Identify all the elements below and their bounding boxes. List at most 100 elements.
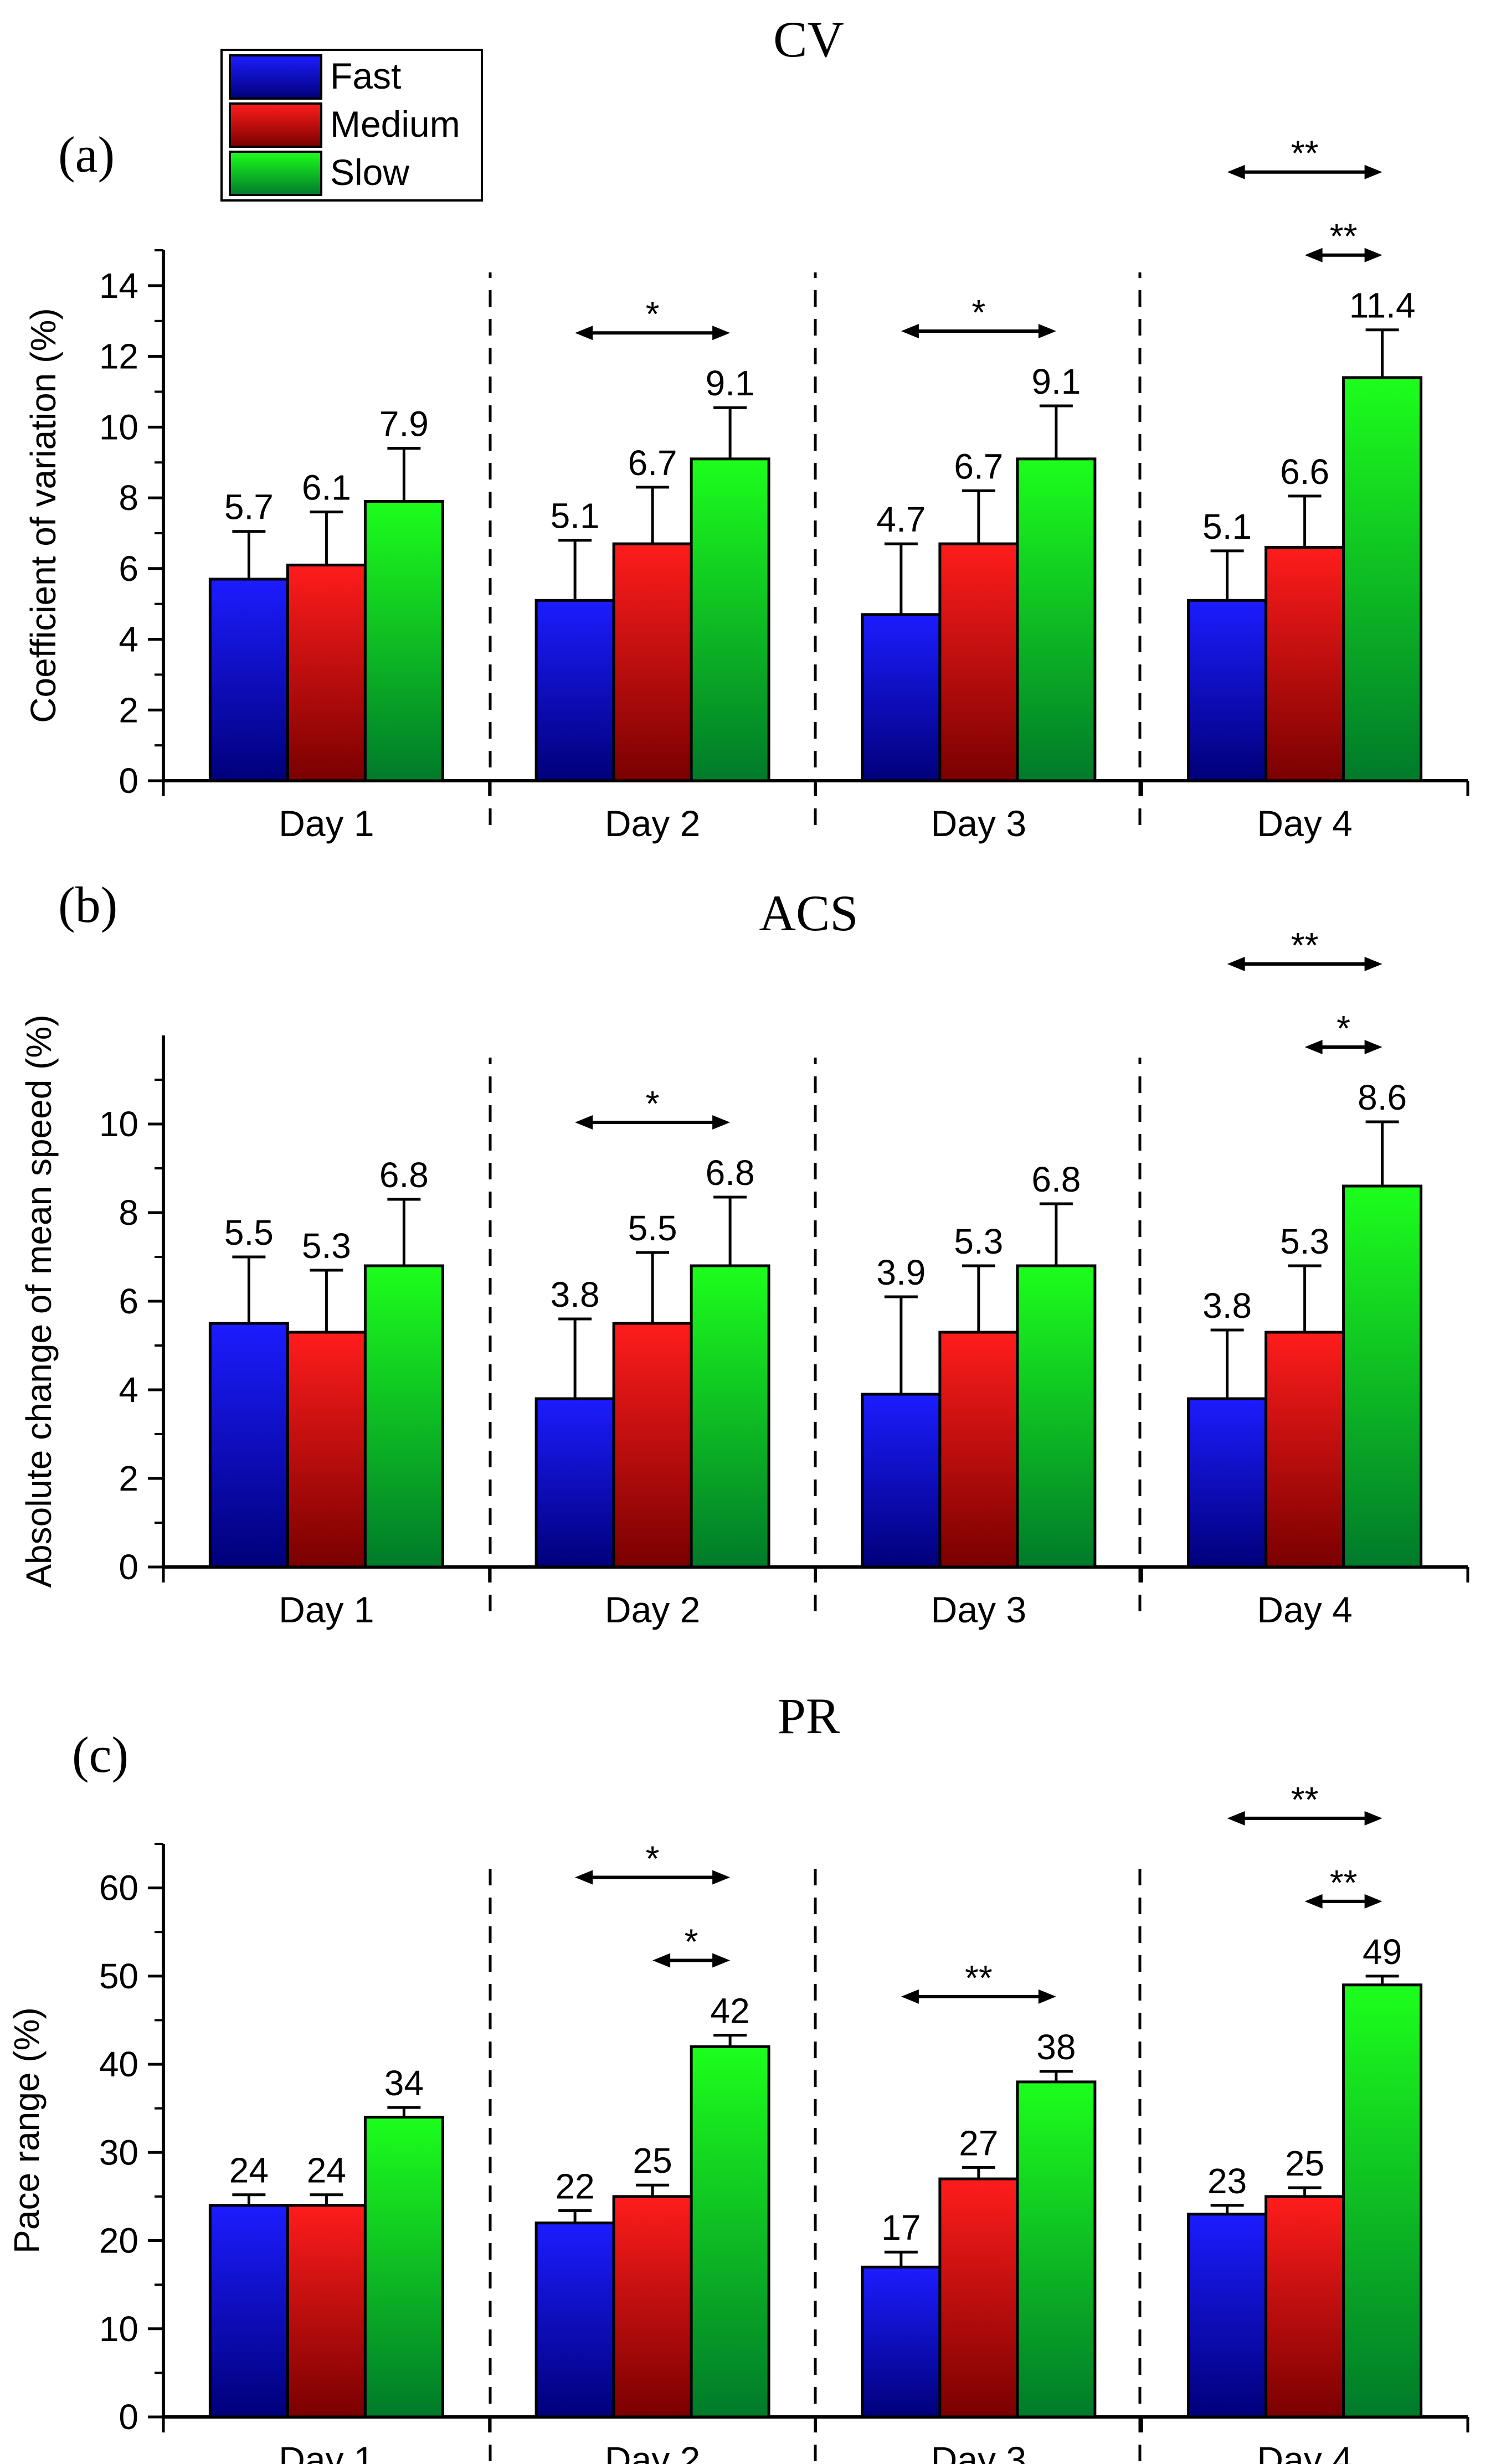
- bar-fast: [1187, 1397, 1268, 1569]
- significance-marker: **: [901, 1958, 1056, 2004]
- bar-slow: [363, 1264, 444, 1569]
- data-label: 27: [959, 2123, 998, 2163]
- legend-entry-medium: Medium: [229, 102, 460, 148]
- data-label: 3.8: [551, 1275, 600, 1315]
- data-label: 38: [1036, 2027, 1076, 2067]
- significance-label: *: [971, 292, 985, 332]
- chart-title: PR: [778, 1688, 840, 1744]
- x-tick-label: Day 2: [605, 2439, 700, 2464]
- arrowhead-left: [1304, 248, 1323, 262]
- bar-slow: [1342, 1983, 1423, 2419]
- significance-marker: *: [575, 294, 731, 341]
- panel-pr: PR (c) 0 10 20 30 40 50 60 Pace range (%) Day 1 Day…: [7, 1688, 1469, 2464]
- significance-label: **: [965, 1958, 993, 1998]
- data-label: 6.8: [379, 1155, 429, 1195]
- x-tick-label: Day 2: [605, 1589, 700, 1630]
- data-label: 24: [229, 2151, 269, 2190]
- x-tick-label: Day 4: [1257, 1589, 1352, 1630]
- arrowhead-left: [1227, 164, 1245, 179]
- data-label: 5.3: [954, 1221, 1003, 1261]
- arrowhead-right: [1364, 1894, 1382, 1909]
- y-tick-label: 10: [99, 2309, 138, 2349]
- data-label: 25: [1285, 2143, 1324, 2183]
- data-label: 5.1: [551, 496, 600, 536]
- x-tick-label: Day 4: [1257, 803, 1352, 844]
- data-label: 34: [384, 2063, 424, 2103]
- x-tick-label: Day 1: [279, 2439, 374, 2464]
- data-label: 9.1: [706, 363, 755, 403]
- significance-label: *: [1336, 1008, 1350, 1048]
- bar-fast: [861, 613, 942, 782]
- bar-fast: [1187, 599, 1268, 782]
- significance-marker: *: [575, 1084, 731, 1130]
- panel-label: (c): [72, 1726, 128, 1783]
- y-axis-label: Absolute change of mean speed (%): [19, 1014, 59, 1587]
- panel-acs: ACS (b) 0 2 4 6 8 10 Absolute change of mean spe…: [19, 877, 1469, 1630]
- arrowhead-right: [712, 1870, 731, 1885]
- arrowhead-left: [901, 1989, 919, 2004]
- bar-medium: [612, 542, 693, 782]
- y-tick-label: 0: [119, 2397, 138, 2437]
- significance-marker: **: [1227, 925, 1382, 971]
- y-tick-label: 40: [99, 2044, 138, 2084]
- data-label: 9.1: [1031, 362, 1081, 401]
- bar-medium: [612, 1322, 693, 1569]
- bar-slow: [1016, 457, 1097, 782]
- bar-slow: [690, 1264, 770, 1569]
- data-label: 6.6: [1280, 452, 1329, 492]
- y-tick-label: 12: [99, 337, 138, 377]
- bar-fast: [861, 1393, 942, 1569]
- bar-slow: [690, 2045, 770, 2419]
- x-tick-label: Day 3: [931, 2439, 1026, 2464]
- legend-swatch: [229, 151, 322, 196]
- significance-label: **: [1291, 1780, 1319, 1819]
- arrowhead-left: [575, 326, 593, 341]
- bar-slow: [363, 2116, 444, 2419]
- bar-medium: [1264, 1331, 1345, 1569]
- bar-fast: [534, 2221, 615, 2419]
- bar-slow: [1342, 1184, 1423, 1569]
- arrowhead-left: [1304, 1040, 1323, 1054]
- significance-marker: *: [652, 1922, 731, 1968]
- y-tick-label: 0: [119, 1547, 138, 1587]
- bar-medium: [938, 542, 1019, 782]
- data-label: 49: [1363, 1932, 1402, 1972]
- y-tick-label: 2: [119, 1458, 138, 1498]
- data-label: 6.8: [1031, 1159, 1081, 1199]
- significance-marker: *: [901, 292, 1056, 339]
- significance-marker: *: [575, 1839, 731, 1885]
- legend: Fast Medium Slow: [220, 49, 483, 202]
- legend-swatch: [229, 102, 322, 148]
- data-label: 3.8: [1202, 1286, 1252, 1326]
- panel-label: (a): [58, 126, 115, 183]
- data-label: 8.6: [1358, 1078, 1407, 1117]
- arrowhead-left: [652, 1953, 671, 1968]
- y-axis-label: Coefficient of variation (%): [23, 308, 63, 723]
- legend-swatch: [229, 54, 322, 100]
- arrowhead-left: [1227, 957, 1245, 971]
- y-axis-label: Pace range (%): [7, 2007, 47, 2254]
- data-label: 4.7: [876, 499, 926, 539]
- data-label: 11.4: [1349, 286, 1416, 326]
- arrowhead-left: [1227, 1811, 1245, 1826]
- significance-marker: **: [1304, 1863, 1382, 1909]
- bar-slow: [1342, 376, 1423, 782]
- data-label: 23: [1207, 2161, 1247, 2201]
- y-tick-label: 6: [119, 1281, 138, 1321]
- arrowhead-right: [1364, 957, 1382, 971]
- data-label: 5.3: [1280, 1221, 1329, 1261]
- y-tick-label: 4: [119, 1370, 138, 1410]
- legend-entry-slow: Slow: [229, 151, 409, 196]
- arrowhead-right: [1038, 1989, 1056, 2004]
- y-tick-label: 30: [99, 2132, 138, 2172]
- bar-slow: [1016, 2080, 1097, 2419]
- arrowhead-right: [1364, 1040, 1382, 1054]
- data-label: 6.1: [302, 468, 351, 508]
- data-label: 6.7: [628, 443, 677, 483]
- bar-medium: [286, 2204, 367, 2419]
- significance-label: **: [1330, 216, 1358, 256]
- panel-cv: CV (a) 0 2 4 6 8 10 12 14 Coefficient of variation…: [23, 11, 1469, 844]
- data-label: 22: [556, 2166, 595, 2206]
- data-label: 5.3: [302, 1226, 351, 1266]
